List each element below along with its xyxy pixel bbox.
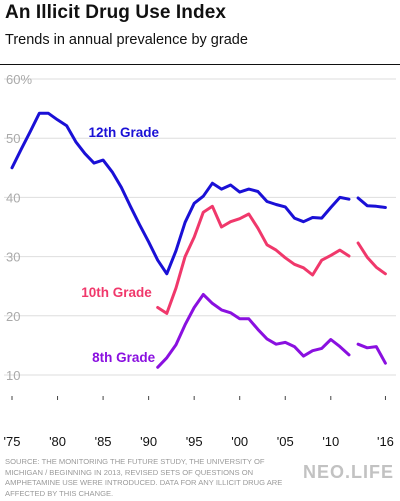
series-line-12th-grade (10, 111, 351, 276)
x-tick-label: '80 (49, 434, 66, 449)
x-tick-label: '00 (231, 434, 248, 449)
series-label: 8th Grade (92, 350, 156, 365)
series-line-12th-grade (356, 196, 387, 209)
header-divider (0, 64, 400, 65)
x-tick-label: '05 (277, 434, 294, 449)
series-line-10th-grade (156, 204, 351, 315)
chart-subtitle: Trends in annual prevalence by grade (5, 32, 248, 48)
x-tick-label: '75 (4, 434, 21, 449)
x-tick-label: '90 (140, 434, 157, 449)
y-tick-label: 30 (6, 250, 20, 265)
series-label: 12th Grade (89, 125, 160, 140)
y-axis-ticks: 10 20 30 40 50 60% (6, 72, 32, 383)
y-tick-label: 50 (6, 131, 20, 146)
x-tick-label: '16 (377, 434, 394, 449)
series-label: 10th Grade (81, 285, 152, 300)
series-line-8th-grade (356, 342, 387, 365)
y-tick-label: 40 (6, 190, 20, 205)
x-axis-ticks: '75 '80 '85 '90 '95 '00 '05 '10 '16 (4, 396, 394, 449)
x-tick-label: '95 (186, 434, 203, 449)
source-note: SOURCE: THE MONITORING THE FUTURE STUDY,… (5, 457, 283, 498)
y-tick-label: 60% (6, 72, 32, 87)
series-line-8th-grade (156, 293, 351, 369)
chart-title: An Illicit Drug Use Index (5, 2, 227, 23)
series-labels: 12th Grade 10th Grade 8th Grade (81, 125, 159, 365)
x-tick-label: '10 (322, 434, 339, 449)
y-tick-label: 10 (6, 368, 20, 383)
x-tick-label: '85 (95, 434, 112, 449)
y-tick-label: 20 (6, 309, 20, 324)
series-lines (10, 111, 387, 369)
series-line-10th-grade (356, 241, 387, 276)
brand-logo: NEO.LIFE (302, 462, 394, 482)
